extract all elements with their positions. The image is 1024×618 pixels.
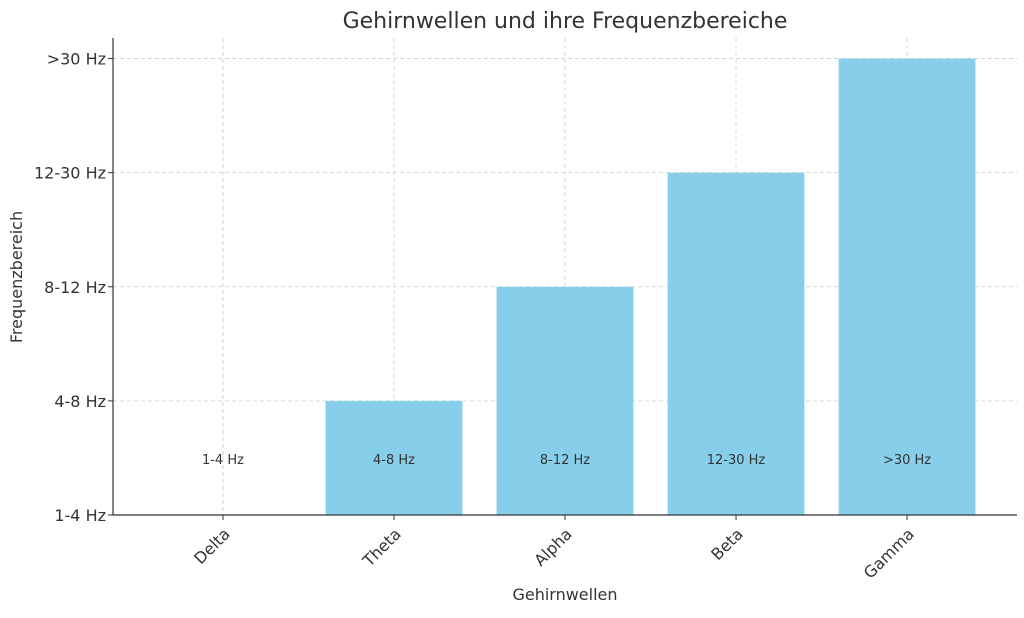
y-tick-label: >30 Hz [47, 50, 106, 69]
bar-alpha [496, 286, 634, 515]
x-tick-label: Theta [358, 524, 405, 571]
y-tick-label: 12-30 Hz [34, 164, 106, 183]
bars [325, 58, 976, 515]
bar-label: 1-4 Hz [202, 453, 244, 468]
x-tick-label: Gamma [860, 524, 918, 582]
y-axis-label: Frequenzbereich [7, 211, 26, 343]
x-axis-label: Gehirnwellen [512, 585, 617, 604]
chart-title: Gehirnwellen und ihre Frequenzbereiche [343, 9, 788, 34]
bar-labels: 1-4 Hz 4-8 Hz 8-12 Hz 12-30 Hz >30 Hz [202, 453, 931, 468]
y-tick-label: 4-8 Hz [54, 392, 106, 411]
y-tick-label: 1-4 Hz [54, 506, 106, 525]
bar-label: 8-12 Hz [540, 453, 590, 468]
bar-label: 12-30 Hz [707, 453, 766, 468]
bar-label: >30 Hz [883, 453, 931, 468]
x-tick-label: Beta [707, 524, 747, 564]
x-tick-label: Delta [190, 524, 234, 568]
bar-beta [667, 172, 805, 515]
x-tick-label: Alpha [530, 524, 576, 570]
bar-label: 4-8 Hz [373, 453, 415, 468]
y-tick-label: 8-12 Hz [44, 278, 106, 297]
bar-gamma [838, 58, 976, 515]
bar-theta [325, 400, 463, 515]
